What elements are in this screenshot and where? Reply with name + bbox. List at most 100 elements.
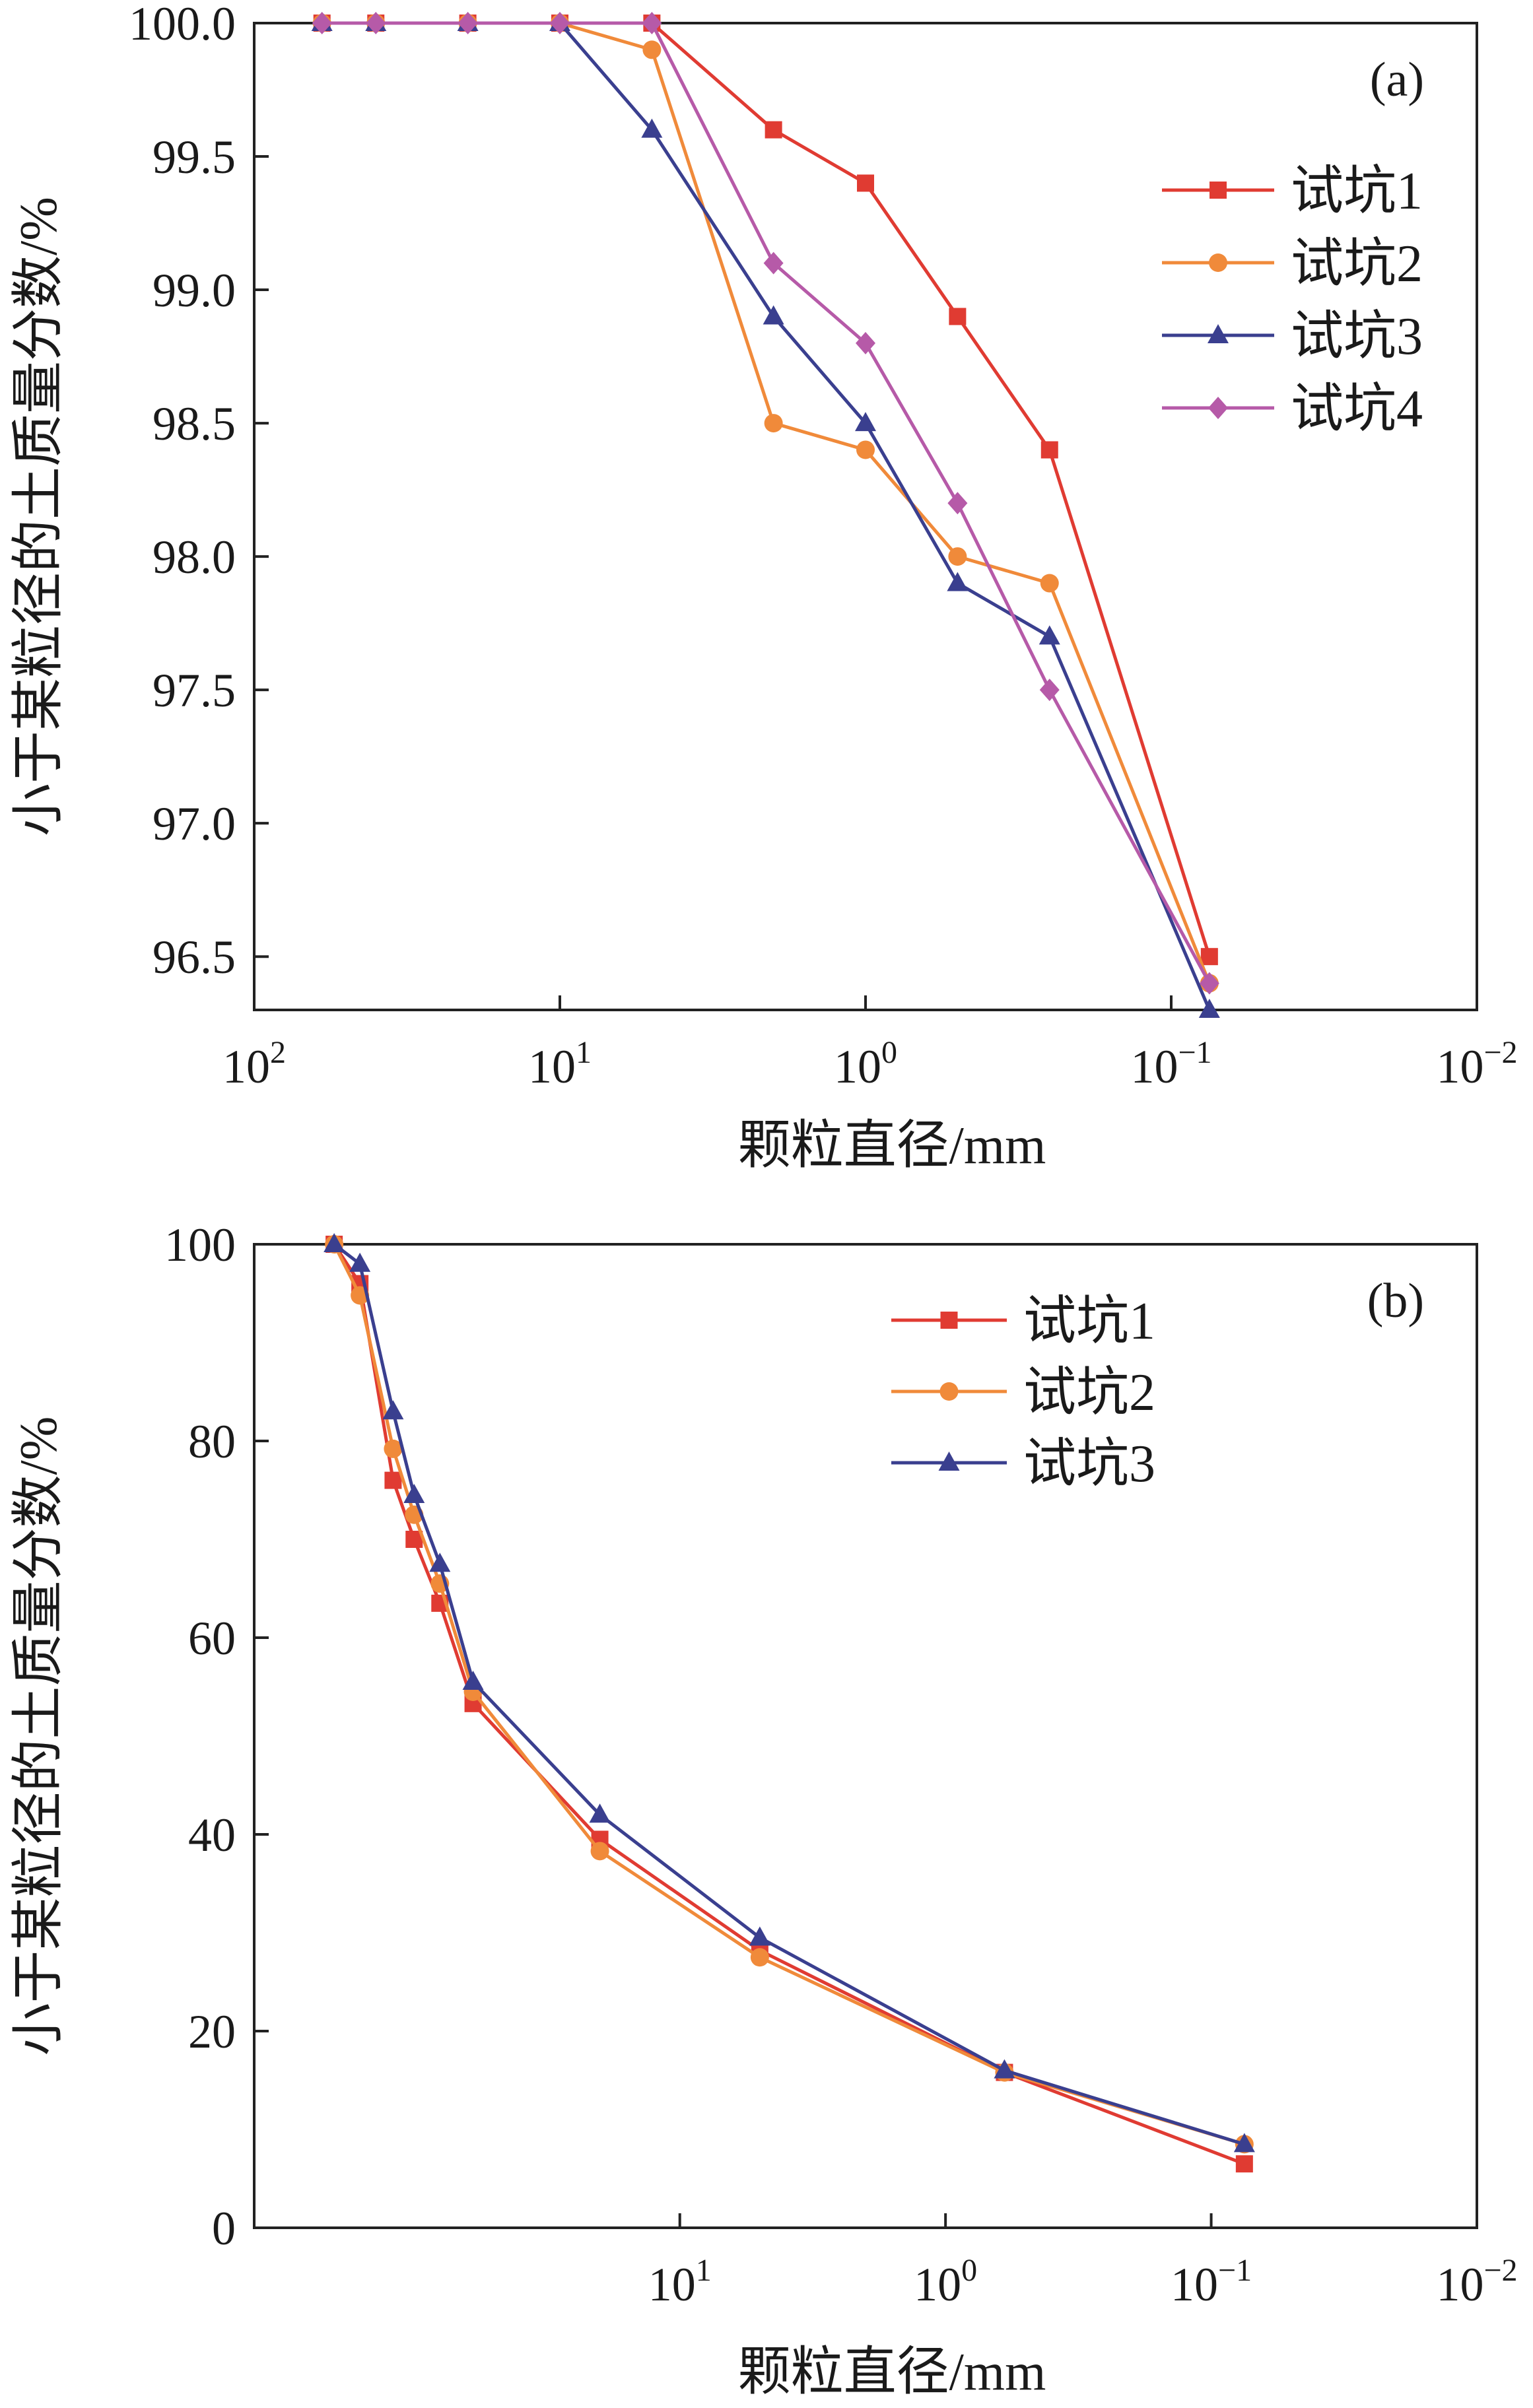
x-tick-label: 100 [914, 2253, 977, 2311]
data-point [462, 1671, 484, 1690]
legend-label: 试坑2 [1291, 235, 1423, 293]
x-axis-label: 颗粒直径/mm [738, 2343, 1046, 2401]
data-point [349, 1252, 371, 1272]
data-point [1039, 679, 1060, 702]
data-point [949, 308, 967, 325]
x-tick-label: 101 [528, 1035, 592, 1093]
data-point [764, 414, 783, 433]
data-point [856, 440, 875, 459]
data-point [1040, 441, 1058, 459]
data-point [384, 1471, 402, 1489]
data-point [312, 12, 332, 34]
x-tick-base: 10 [914, 2258, 961, 2311]
data-point [384, 1439, 403, 1458]
series-line-2 [332, 1243, 1245, 2146]
x-tick-base: 10 [648, 2258, 696, 2311]
legend-label: 试坑3 [1023, 1435, 1155, 1493]
legend-marker [938, 1452, 960, 1471]
legend-label: 试坑2 [1023, 1364, 1155, 1422]
legend-marker [939, 1382, 959, 1401]
x-tick-exponent: 1 [696, 2253, 712, 2288]
data-point [948, 547, 967, 566]
panel-label: (b) [1367, 1274, 1424, 1328]
data-point [590, 1842, 609, 1861]
x-tick-base: 10 [1436, 1040, 1483, 1093]
y-tick-label: 80 [188, 1415, 236, 1468]
data-point [366, 12, 386, 34]
series-line-4 [322, 21, 1211, 984]
y-tick-label: 40 [188, 1809, 236, 1861]
data-point [947, 572, 969, 591]
legend-label: 试坑4 [1291, 380, 1423, 438]
x-tick-label: 102 [222, 1035, 286, 1093]
data-point [1040, 574, 1059, 593]
panel-label: (a) [1370, 53, 1424, 107]
plot-frame [253, 1243, 1478, 2229]
legend-marker [1209, 182, 1227, 199]
data-point [429, 1553, 451, 1572]
y-tick-label: 100.0 [129, 0, 236, 50]
legend-label: 试坑1 [1291, 162, 1423, 220]
data-point [1199, 972, 1219, 995]
x-tick-base: 10 [1130, 1040, 1178, 1093]
x-tick-base: 10 [528, 1040, 576, 1093]
x-tick-exponent: −2 [1483, 2253, 1517, 2288]
data-point [855, 412, 876, 432]
legend-marker [1208, 324, 1229, 343]
data-point [765, 121, 782, 139]
x-tick-label: 100 [834, 1035, 897, 1093]
data-point [763, 251, 784, 275]
x-tick-label: 101 [648, 2253, 712, 2311]
x-tick-exponent: −1 [1218, 2253, 1252, 2288]
x-tick-exponent: −2 [1483, 1035, 1517, 1070]
y-tick-label: 97.5 [153, 664, 236, 717]
data-point [1198, 999, 1220, 1018]
data-point [1235, 2155, 1253, 2173]
x-tick-label: 10−1 [1130, 1035, 1211, 1093]
data-point [641, 118, 663, 138]
legend-label: 试坑1 [1023, 1292, 1155, 1351]
legend-marker [1208, 397, 1228, 419]
y-tick-label: 96.5 [153, 931, 236, 984]
x-tick-exponent: 1 [576, 1035, 592, 1070]
data-point [749, 1926, 770, 1946]
series-line-3 [333, 1243, 1245, 2146]
x-tick-base: 10 [1436, 2258, 1483, 2311]
y-tick-label: 99.5 [153, 131, 236, 184]
y-axis-label: 小于某粒径的土质量分数/% [10, 1417, 68, 2056]
y-tick-label: 99.0 [153, 264, 236, 317]
y-tick-label: 0 [212, 2202, 236, 2255]
legend-marker [940, 1312, 958, 1329]
data-point [1200, 948, 1218, 966]
y-tick-label: 98.5 [153, 397, 236, 450]
data-point [856, 331, 875, 354]
y-axis-label: 小于某粒径的土质量分数/% [10, 197, 68, 836]
data-point [750, 1948, 769, 1967]
data-point [857, 174, 874, 192]
x-tick-base: 10 [834, 1040, 881, 1093]
x-tick-label: 10−2 [1436, 1035, 1517, 1093]
data-point [642, 12, 662, 34]
x-tick-label: 10−2 [1436, 2253, 1517, 2311]
data-point [642, 40, 662, 59]
data-point [458, 12, 478, 34]
y-tick-label: 60 [188, 1612, 236, 1665]
x-tick-label: 10−1 [1171, 2253, 1252, 2311]
y-tick-label: 20 [188, 2005, 236, 2058]
x-tick-exponent: 2 [270, 1035, 286, 1070]
data-point [403, 1483, 425, 1503]
data-point [947, 492, 968, 515]
x-tick-exponent: 0 [881, 1035, 897, 1070]
data-point [994, 2059, 1015, 2079]
legend-marker [1209, 253, 1227, 272]
data-point [550, 12, 570, 34]
y-tick-label: 97.0 [153, 797, 236, 850]
x-tick-exponent: −1 [1178, 1035, 1211, 1070]
x-tick-base: 10 [222, 1040, 270, 1093]
y-tick-label: 100 [164, 1219, 236, 1271]
x-axis-label: 颗粒直径/mm [738, 1117, 1046, 1175]
data-point [1233, 2133, 1255, 2153]
